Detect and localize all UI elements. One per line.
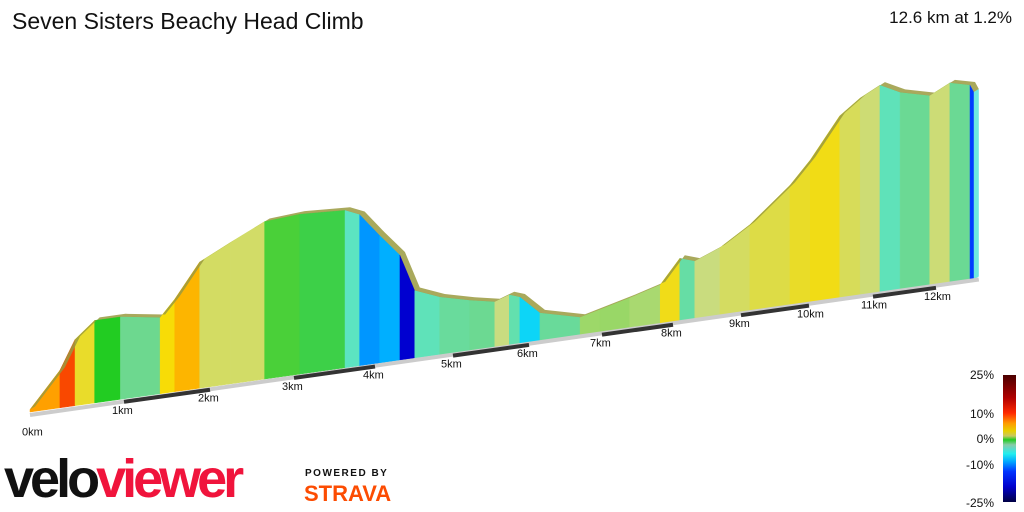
- profile-segment: [344, 209, 360, 369]
- distance-axis: 0km 1km 2km 3km 4km 5km 6km 7km 8km 9km 10km 11km 12…: [22, 277, 980, 438]
- axis-km-band: [123, 387, 211, 404]
- legend-label-0: 0%: [976, 432, 994, 446]
- climb-summary: 12.6 km at 1.2%: [889, 8, 1012, 27]
- axis-km-band: [740, 303, 810, 318]
- profile-segment: [659, 257, 681, 324]
- x-tick-label: 8km: [661, 328, 682, 340]
- profile-segment: [414, 290, 440, 359]
- legend-label-max: 25%: [969, 368, 994, 382]
- legend-label-minus10: -10%: [965, 458, 994, 472]
- profile-segment: [679, 257, 696, 322]
- profile-segment: [120, 316, 161, 400]
- profile-segment: [969, 84, 975, 281]
- profile-segment: [199, 242, 231, 389]
- x-tick-label: 10km: [797, 309, 824, 321]
- logo-velo: velo: [4, 449, 100, 509]
- x-tick-label: 11km: [861, 300, 887, 312]
- powered-by-label: POWERED BY: [305, 468, 389, 479]
- x-tick-label: 5km: [441, 359, 462, 371]
- profile-strips: [29, 82, 979, 413]
- profile-segment: [229, 221, 265, 385]
- profile-segment: [94, 316, 121, 404]
- axis-km-band: [872, 285, 937, 299]
- profile-segment: [264, 213, 300, 380]
- page-title: Seven Sisters Beachy Head Climb: [12, 8, 364, 34]
- x-tick-label: 7km: [590, 338, 611, 350]
- profile-segment: [749, 184, 791, 312]
- profile-segment: [810, 114, 840, 303]
- profile-segment: [494, 294, 510, 348]
- legend-label-min: -25%: [965, 496, 994, 510]
- x-tick-label: 2km: [198, 393, 219, 405]
- x-tick-label: 6km: [517, 348, 538, 360]
- profile-segment: [879, 84, 901, 293]
- profile-segment: [839, 97, 861, 299]
- x-tick-label: 4km: [363, 370, 384, 382]
- axis-km-band: [452, 342, 530, 358]
- axis-km-band: [601, 322, 674, 337]
- strava-logo[interactable]: STRAVA: [304, 481, 392, 506]
- profile-segment: [159, 298, 175, 395]
- profile-segment: [439, 296, 470, 355]
- logo-viewer: viewer: [96, 449, 244, 509]
- x-tick-label: 12km: [924, 291, 951, 303]
- profile-segment: [469, 299, 496, 351]
- legend-label-10: 10%: [969, 407, 994, 421]
- profile-segment: [859, 84, 881, 296]
- profile-segment: [949, 82, 971, 284]
- veloviewer-logo[interactable]: veloviewer: [4, 449, 244, 509]
- x-tick-label: 1km: [112, 405, 133, 417]
- x-tick-label: 9km: [729, 318, 750, 330]
- profile-segment: [929, 82, 951, 286]
- profile-segment: [719, 224, 751, 316]
- profile-end-face: [973, 88, 979, 280]
- x-tick-label: 0km: [22, 426, 43, 438]
- axis-km-band: [293, 364, 376, 380]
- profile-segment: [74, 319, 95, 406]
- profile-segment: [299, 209, 346, 375]
- profile-segment: [508, 294, 521, 346]
- gradient-legend-bar: [1003, 375, 1016, 502]
- profile-segment: [379, 234, 401, 364]
- x-tick-label: 3km: [282, 381, 303, 393]
- profile-segment: [899, 92, 930, 291]
- profile-segment: [359, 213, 380, 367]
